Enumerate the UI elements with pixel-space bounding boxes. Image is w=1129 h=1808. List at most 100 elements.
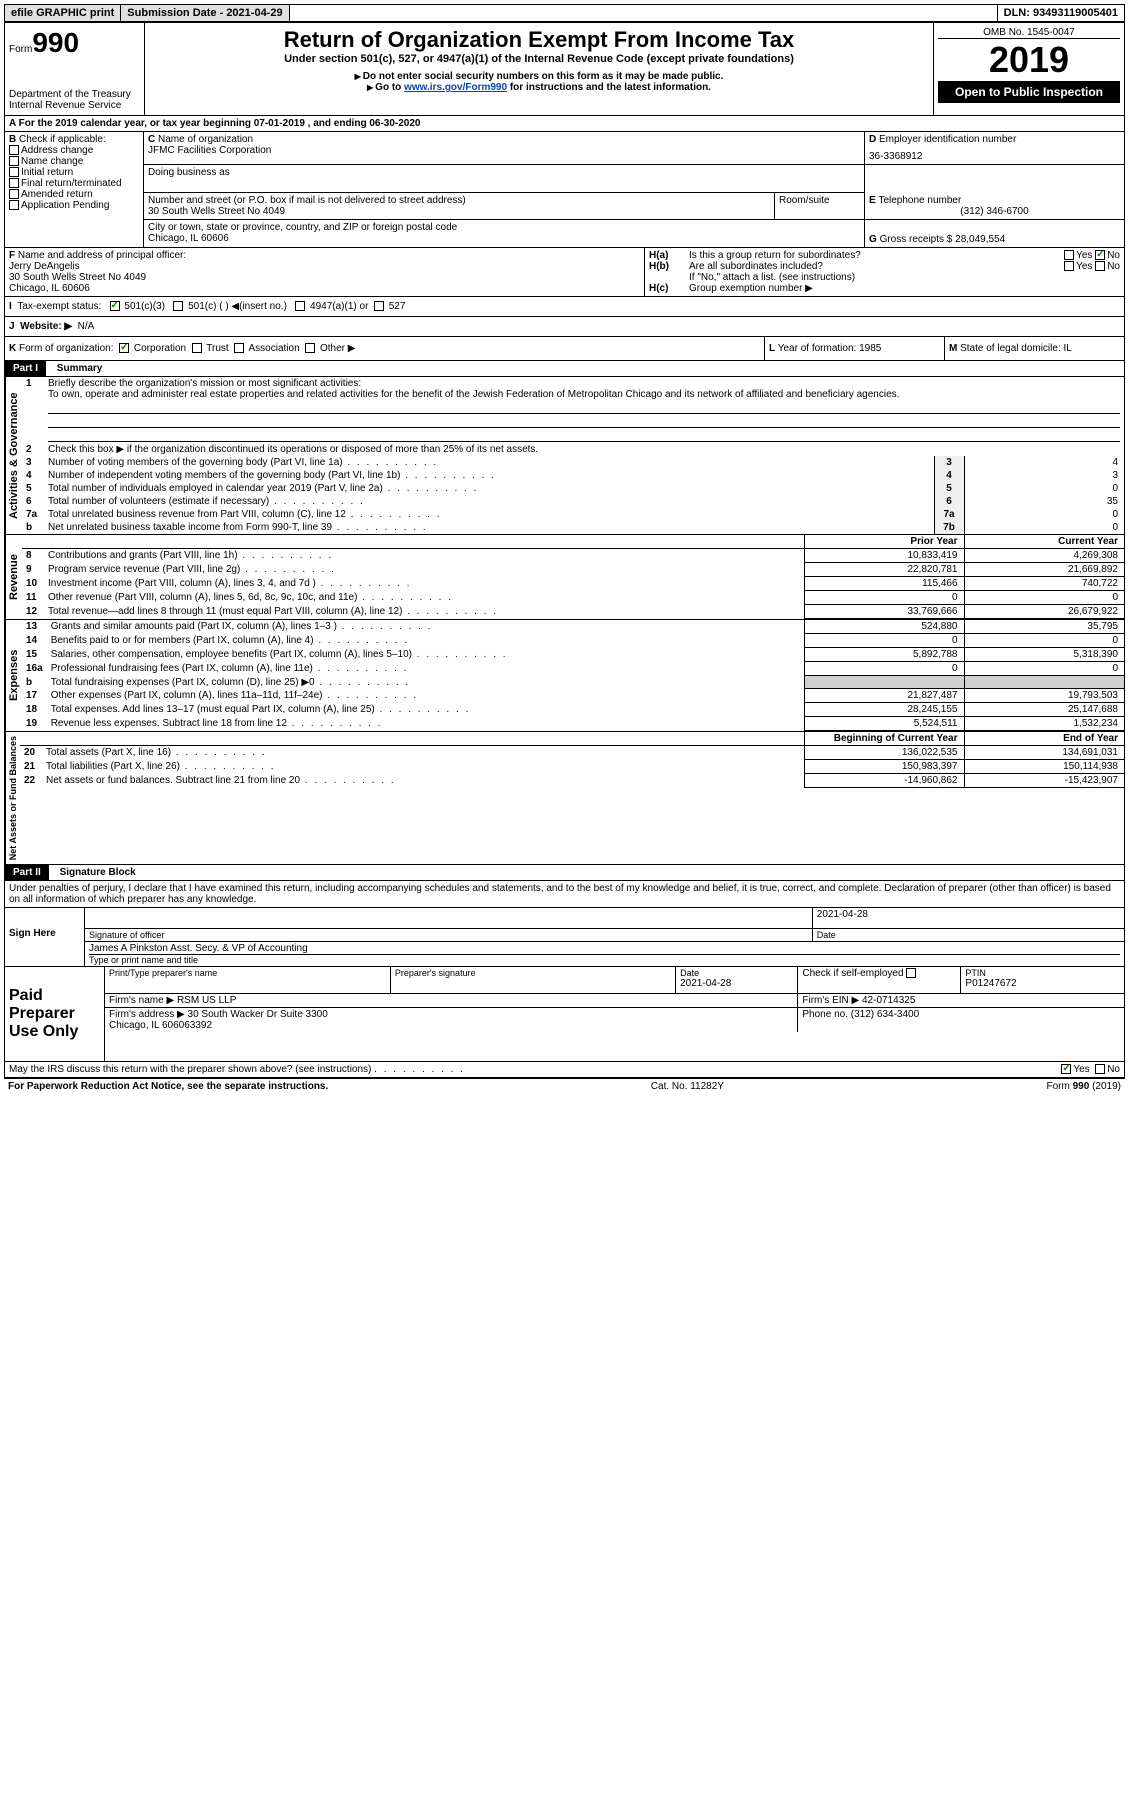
form-header: Form990 Department of the Treasury Inter… <box>4 22 1125 116</box>
firm-name: RSM US LLP <box>177 995 236 1006</box>
firm-ein: 42-0714325 <box>862 995 915 1006</box>
data-row: 22Net assets or fund balances. Subtract … <box>20 774 1124 788</box>
discuss-yes-checkbox[interactable] <box>1061 1064 1071 1074</box>
final-return-checkbox[interactable] <box>9 178 19 188</box>
line-j: J Website: ▶ N/A <box>4 317 1125 337</box>
501c3-checkbox[interactable] <box>110 301 120 311</box>
cat-no: Cat. No. 11282Y <box>651 1081 724 1092</box>
goto-pre: Go to <box>375 82 404 93</box>
phone-value: (312) 346-6700 <box>869 206 1120 217</box>
gov-row: 7aTotal unrelated business revenue from … <box>22 508 1124 521</box>
discuss-no-checkbox[interactable] <box>1095 1064 1105 1074</box>
name-change-checkbox[interactable] <box>9 156 19 166</box>
room-suite-label: Room/suite <box>775 193 865 220</box>
gov-vlabel: Activities & Governance <box>5 377 22 534</box>
exp-vlabel: Expenses <box>5 620 22 731</box>
hb-no-checkbox[interactable] <box>1095 261 1105 271</box>
4947-checkbox[interactable] <box>295 301 305 311</box>
data-row: 16aProfessional fundraising fees (Part I… <box>22 662 1124 676</box>
gross-receipts: 28,049,554 <box>955 234 1005 245</box>
paid-preparer-label: Paid Preparer Use Only <box>5 967 105 1061</box>
tax-year: 2019 <box>938 39 1120 81</box>
application-pending-checkbox[interactable] <box>9 200 19 210</box>
gov-row: 5Total number of individuals employed in… <box>22 482 1124 495</box>
part-ii-title: Signature Block <box>52 867 136 878</box>
self-employed-checkbox[interactable] <box>906 968 916 978</box>
ptin-value: P01247672 <box>965 978 1120 989</box>
data-row: 12Total revenue—add lines 8 through 11 (… <box>22 605 1124 619</box>
trust-checkbox[interactable] <box>192 343 202 353</box>
year-formation: 1985 <box>859 343 881 354</box>
ha-yes-checkbox[interactable] <box>1064 250 1074 260</box>
sig-date: 2021-04-28 <box>812 908 1124 928</box>
rev-vlabel: Revenue <box>5 535 22 619</box>
addr-label: Number and street (or P.O. box if mail i… <box>148 195 770 206</box>
perjury-text: Under penalties of perjury, I declare th… <box>4 881 1125 908</box>
form990-link[interactable]: www.irs.gov/Form990 <box>404 82 507 93</box>
gov-row: 6Total number of volunteers (estimate if… <box>22 495 1124 508</box>
current-year-hdr: Current Year <box>964 535 1124 549</box>
line-i: I Tax-exempt status: 501(c)(3) 501(c) ( … <box>4 297 1125 317</box>
part-i-title: Summary <box>49 363 103 374</box>
dln-label: DLN: 93493119005401 <box>998 5 1124 21</box>
officer-name: Jerry DeAngelis <box>9 261 640 272</box>
part-ii-header: Part II <box>5 865 49 880</box>
prep-date: 2021-04-28 <box>680 978 793 989</box>
hb-label: Are all subordinates included? <box>689 261 1064 272</box>
hb-yes-checkbox[interactable] <box>1064 261 1074 271</box>
data-row: 15Salaries, other compensation, employee… <box>22 648 1124 662</box>
gov-row: bNet unrelated business taxable income f… <box>22 521 1124 534</box>
gross-receipts-label: Gross receipts $ <box>880 234 953 245</box>
dba-label: Doing business as <box>148 167 860 178</box>
data-row: 19Revenue less expenses. Subtract line 1… <box>22 717 1124 731</box>
boy-hdr: Beginning of Current Year <box>804 732 964 746</box>
na-vlabel: Net Assets or Fund Balances <box>5 732 20 864</box>
line-a: A For the 2019 calendar year, or tax yea… <box>4 116 1125 132</box>
top-bar: efile GRAPHIC print Submission Date - 20… <box>4 4 1125 22</box>
hb-note: If "No," attach a list. (see instruction… <box>649 272 1120 283</box>
section-b: B Check if applicable: Address change Na… <box>4 132 144 248</box>
eoy-hdr: End of Year <box>964 732 1124 746</box>
form-word: Form <box>9 44 32 55</box>
phone-label: Telephone number <box>878 195 961 206</box>
gov-row: 4Number of independent voting members of… <box>22 469 1124 482</box>
initial-return-checkbox[interactable] <box>9 167 19 177</box>
assoc-checkbox[interactable] <box>234 343 244 353</box>
corp-checkbox[interactable] <box>119 343 129 353</box>
amended-return-checkbox[interactable] <box>9 189 19 199</box>
data-row: bTotal fundraising expenses (Part IX, co… <box>22 676 1124 689</box>
data-row: 9Program service revenue (Part VIII, lin… <box>22 563 1124 577</box>
other-checkbox[interactable] <box>305 343 315 353</box>
data-row: 11Other revenue (Part VIII, column (A), … <box>22 591 1124 605</box>
efile-print-button[interactable]: efile GRAPHIC print <box>5 5 121 21</box>
submission-date-button[interactable]: Submission Date - 2021-04-29 <box>121 5 289 21</box>
form-footer: Form 990 (2019) <box>1047 1081 1121 1092</box>
city-label: City or town, state or province, country… <box>148 222 860 233</box>
goto-post: for instructions and the latest informat… <box>507 82 711 93</box>
501c-checkbox[interactable] <box>173 301 183 311</box>
part-i-header: Part I <box>5 361 46 376</box>
data-row: 21Total liabilities (Part X, line 26)150… <box>20 760 1124 774</box>
address-change-checkbox[interactable] <box>9 145 19 155</box>
org-name: JFMC Facilities Corporation <box>148 145 860 156</box>
prior-year-hdr: Prior Year <box>804 535 964 549</box>
paperwork-notice: For Paperwork Reduction Act Notice, see … <box>8 1081 328 1092</box>
form-number: 990 <box>32 27 79 58</box>
org-name-label: Name of organization <box>158 134 253 145</box>
open-public: Open to Public Inspection <box>938 81 1120 103</box>
org-address: 30 South Wells Street No 4049 <box>148 206 770 217</box>
527-checkbox[interactable] <box>374 301 384 311</box>
ssn-note: Do not enter social security numbers on … <box>363 71 724 82</box>
ein-value: 36-3368912 <box>869 151 1120 162</box>
gov-row: 3Number of voting members of the governi… <box>22 456 1124 469</box>
data-row: 13Grants and similar amounts paid (Part … <box>22 620 1124 634</box>
form-title: Return of Organization Exempt From Incom… <box>149 27 929 53</box>
state-domicile: IL <box>1064 343 1072 354</box>
website-value: N/A <box>78 321 95 332</box>
data-row: 10Investment income (Part VIII, column (… <box>22 577 1124 591</box>
org-city: Chicago, IL 60606 <box>148 233 860 244</box>
data-row: 20Total assets (Part X, line 16)136,022,… <box>20 746 1124 760</box>
ha-no-checkbox[interactable] <box>1095 250 1105 260</box>
dept-treasury: Department of the Treasury Internal Reve… <box>9 89 140 111</box>
data-row: 8Contributions and grants (Part VIII, li… <box>22 549 1124 563</box>
